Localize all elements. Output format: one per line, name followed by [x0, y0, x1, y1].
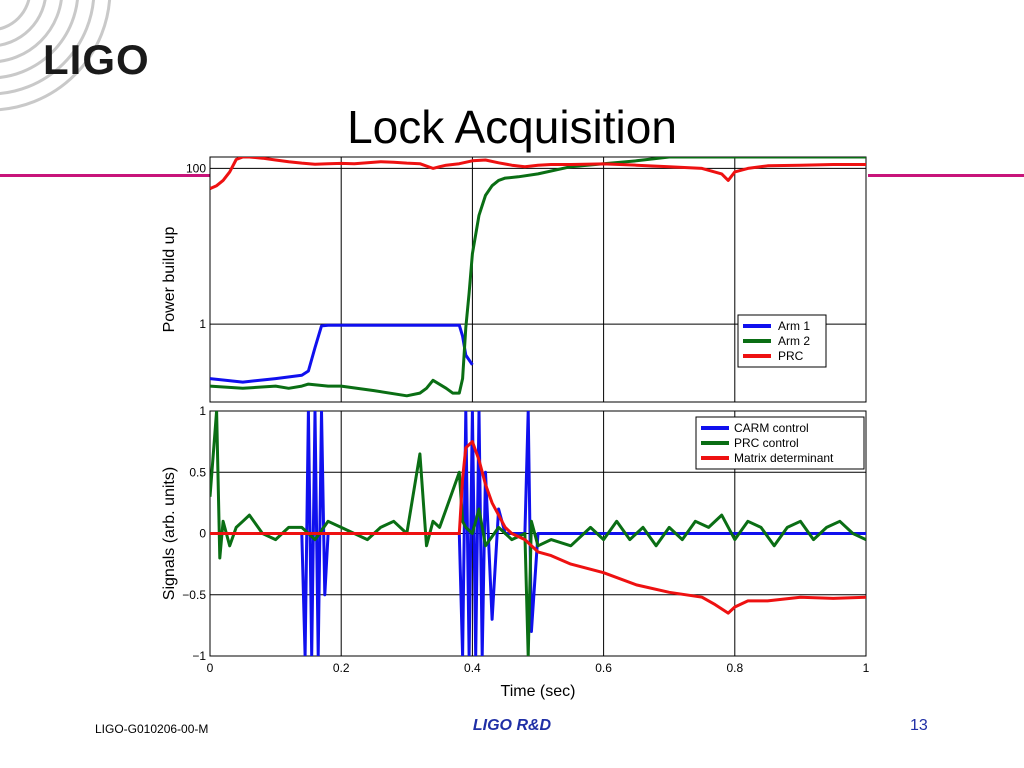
y-axis-label: Power build up: [161, 226, 178, 332]
y-tick-label: −0.5: [182, 588, 206, 602]
x-tick-label: 0.4: [464, 661, 481, 675]
y-tick-label: 100: [186, 161, 206, 175]
y-tick-label: 0: [199, 527, 206, 541]
footer-center-label: LIGO R&D: [472, 717, 552, 734]
x-tick-label: 0: [207, 661, 214, 675]
legend-entry: CARM control: [734, 421, 809, 435]
legend-entry: Matrix determinant: [734, 451, 834, 465]
series-line-carm-control: [210, 411, 866, 656]
series-line-arm-1: [210, 323, 474, 384]
accent-rule-left: [0, 174, 210, 177]
series-line-arm-2: [210, 157, 866, 398]
series-line-prc: [210, 157, 866, 190]
legend-entry: PRC: [778, 349, 804, 363]
legend-entry: Arm 2: [778, 334, 810, 348]
legend-entry: Arm 1: [778, 319, 810, 333]
y-tick-label: −1: [192, 649, 206, 663]
ligo-logo: LIGO: [43, 36, 150, 83]
x-axis-label: Time (sec): [501, 683, 576, 700]
y-axis-label: Signals (arb. units): [161, 467, 178, 600]
x-tick-label: 1: [863, 661, 870, 675]
legend-entry: PRC control: [734, 436, 799, 450]
slide-title: Lock Acquisition: [347, 101, 677, 153]
series-line-matrix-determinant: [210, 440, 866, 615]
page-number: 13: [910, 717, 928, 734]
chart-panel-2: 0 0.2 0.4 0.6 0.8 1 −1 −0.5 0 0.5 1 Signals (arb. u…: [161, 404, 870, 700]
x-tick-label: 0.6: [595, 661, 612, 675]
legend-box: [695, 416, 865, 470]
footer-doc-id: LIGO-G010206-00-M: [95, 722, 209, 736]
accent-rule-right: [868, 174, 1024, 177]
y-tick-label: 0.5: [189, 465, 206, 479]
x-tick-label: 0.8: [726, 661, 743, 675]
series-line-prc-control: [210, 411, 866, 656]
y-tick-label: 1: [199, 317, 206, 331]
x-tick-label: 0.2: [333, 661, 350, 675]
y-tick-label: 1: [199, 404, 206, 418]
